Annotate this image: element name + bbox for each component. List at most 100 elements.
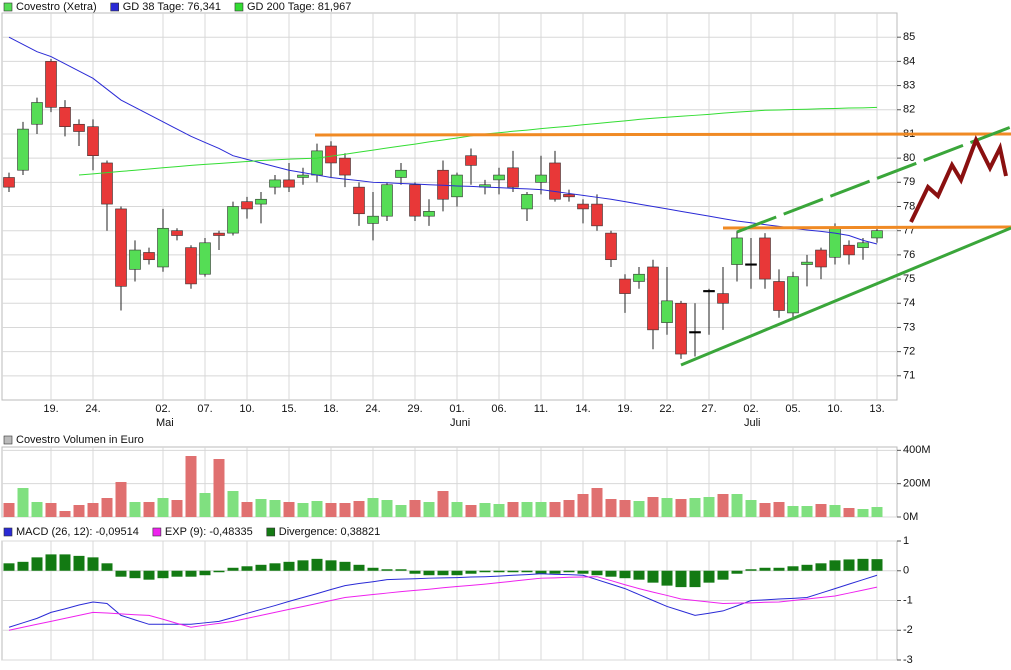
divergence-bar xyxy=(577,570,589,574)
legend-swatch xyxy=(3,527,13,537)
y-tick-label: 0M xyxy=(903,511,918,523)
x-month-label: Juni xyxy=(450,417,470,429)
divergence-bar xyxy=(535,570,547,574)
volume-bar xyxy=(325,503,337,517)
legend-label: EXP (9): -0,48335 xyxy=(165,526,253,538)
x-tick-label: 11. xyxy=(534,403,548,415)
divergence-bar xyxy=(185,570,197,577)
candle-body xyxy=(31,102,43,125)
divergence-bar xyxy=(269,563,281,571)
panel-title: Covestro Volumen in Euro xyxy=(16,434,144,446)
candle-body xyxy=(199,242,211,275)
x-tick-label: 01. xyxy=(449,403,464,415)
divergence-bar xyxy=(73,555,85,571)
y-tick-label: 79 xyxy=(903,176,915,188)
volume-bar xyxy=(661,498,673,517)
volume-bar xyxy=(297,503,309,517)
divergence-bar xyxy=(339,561,351,571)
legend-swatch xyxy=(110,2,120,12)
legend-swatch xyxy=(234,2,244,12)
candle-body xyxy=(493,174,505,181)
volume-bar xyxy=(703,497,715,517)
divergence-bar xyxy=(787,566,799,571)
volume-bar xyxy=(171,500,183,517)
volume-bar xyxy=(353,501,365,517)
divergence-bar xyxy=(633,570,645,580)
candle-body xyxy=(17,128,29,171)
divergence-bar xyxy=(45,554,57,571)
divergence-bar xyxy=(465,570,477,574)
candle-body xyxy=(423,211,435,217)
volume-bar xyxy=(311,501,323,517)
candle-body xyxy=(549,162,561,200)
volume-bar xyxy=(773,502,785,517)
x-tick-label: 24. xyxy=(85,403,100,415)
legend-label: Covestro (Xetra) xyxy=(16,1,97,13)
volume-bar xyxy=(31,502,43,517)
candle-body xyxy=(507,167,519,188)
candle-body xyxy=(745,263,757,266)
y-tick-label: 82 xyxy=(903,104,915,116)
candle-body xyxy=(703,290,715,293)
y-tick-label: 400M xyxy=(903,444,931,456)
candle-body xyxy=(157,227,169,268)
volume-bar xyxy=(451,502,463,517)
x-tick-label: 10. xyxy=(239,403,254,415)
x-tick-label: 06. xyxy=(491,403,506,415)
divergence-bar xyxy=(591,570,603,576)
candle-body xyxy=(185,247,197,285)
divergence-bar xyxy=(745,569,757,571)
candle-body xyxy=(577,203,589,210)
candle-body xyxy=(647,266,659,331)
candle-body xyxy=(283,179,295,188)
x-tick-label: 15. xyxy=(281,403,296,415)
x-tick-label: 19. xyxy=(617,403,632,415)
y-tick-label: 72 xyxy=(903,346,915,358)
divergence-bar xyxy=(241,566,253,571)
divergence-bar xyxy=(703,570,715,583)
candle-body xyxy=(521,194,533,210)
volume-bar xyxy=(339,503,351,517)
divergence-bar xyxy=(87,557,99,571)
volume-bar xyxy=(563,500,575,517)
volume-bar xyxy=(381,500,393,517)
candle-body xyxy=(717,293,729,304)
divergence-bar xyxy=(759,567,771,571)
divergence-bar xyxy=(479,570,491,573)
x-tick-label: 29. xyxy=(407,403,422,415)
volume-bar xyxy=(493,504,505,517)
divergence-bar xyxy=(283,561,295,571)
divergence-bar xyxy=(619,570,631,579)
x-tick-label: 13. xyxy=(869,403,884,415)
volume-bar xyxy=(45,503,57,517)
candle-body xyxy=(325,145,337,164)
divergence-bar xyxy=(129,570,141,579)
candle-body xyxy=(773,281,785,311)
volume-bar xyxy=(3,503,15,517)
volume-bar xyxy=(367,498,379,517)
candle-body xyxy=(3,177,15,188)
x-tick-label: 27. xyxy=(701,403,716,415)
volume-bar xyxy=(87,503,99,517)
volume-bar xyxy=(143,502,155,517)
volume-bar xyxy=(619,500,631,517)
divergence-bar xyxy=(493,570,505,573)
divergence-bar xyxy=(311,558,323,571)
divergence-bar xyxy=(17,561,29,571)
divergence-bar xyxy=(255,564,267,571)
candle-body xyxy=(269,179,281,188)
volume-bar xyxy=(17,488,29,517)
candle-body xyxy=(367,215,379,224)
candle-body xyxy=(731,237,743,265)
candle-body xyxy=(675,302,687,355)
candle-body xyxy=(661,300,673,323)
volume-bar xyxy=(759,503,771,517)
volume-bar xyxy=(689,498,701,517)
candle-body xyxy=(535,174,547,183)
x-tick-label: 02. xyxy=(743,403,758,415)
volume-bar xyxy=(591,488,603,517)
candle-body xyxy=(339,157,351,176)
volume-bar xyxy=(745,500,757,517)
moving-average-line xyxy=(8,36,878,245)
